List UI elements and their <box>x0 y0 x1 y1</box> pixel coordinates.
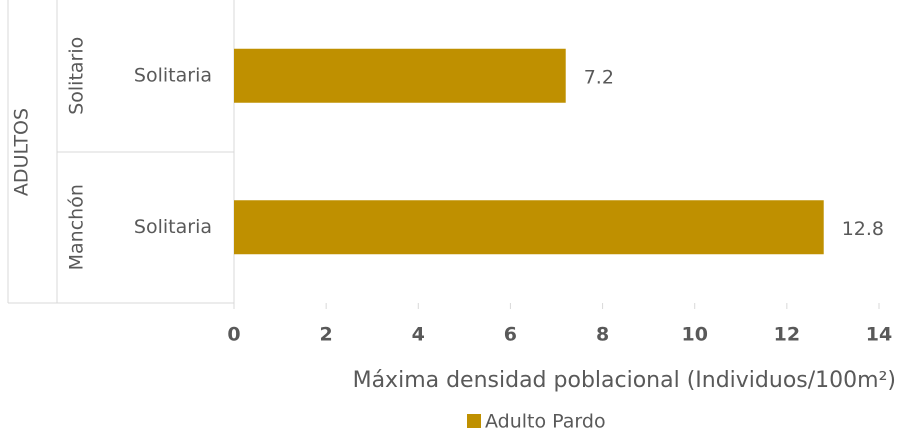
x-tick-label: 14 <box>866 324 892 346</box>
x-axis-title: Máxima densidad poblacional (Individuos/… <box>353 368 896 393</box>
y-tick-label: Solitaria <box>134 216 212 238</box>
x-tick-label: 8 <box>596 324 609 346</box>
legend-swatch <box>467 414 481 428</box>
x-tick-label: 10 <box>681 324 707 346</box>
data-label: 7.2 <box>584 66 614 88</box>
x-tick-label: 12 <box>774 324 800 346</box>
y-tick-label: Solitaria <box>134 64 212 86</box>
legend-label: Adulto Pardo <box>485 411 606 433</box>
x-tick-label: 6 <box>504 324 517 346</box>
outer-group-label: ADULTOS <box>11 108 33 196</box>
data-label: 12.8 <box>842 218 884 240</box>
x-tick-label: 2 <box>320 324 333 346</box>
x-tick-label: 4 <box>412 324 425 346</box>
bar <box>234 48 566 103</box>
group-label: Solitario <box>66 37 88 115</box>
bar <box>234 200 824 255</box>
x-tick-label: 0 <box>227 324 240 346</box>
group-label: Manchón <box>66 184 88 270</box>
